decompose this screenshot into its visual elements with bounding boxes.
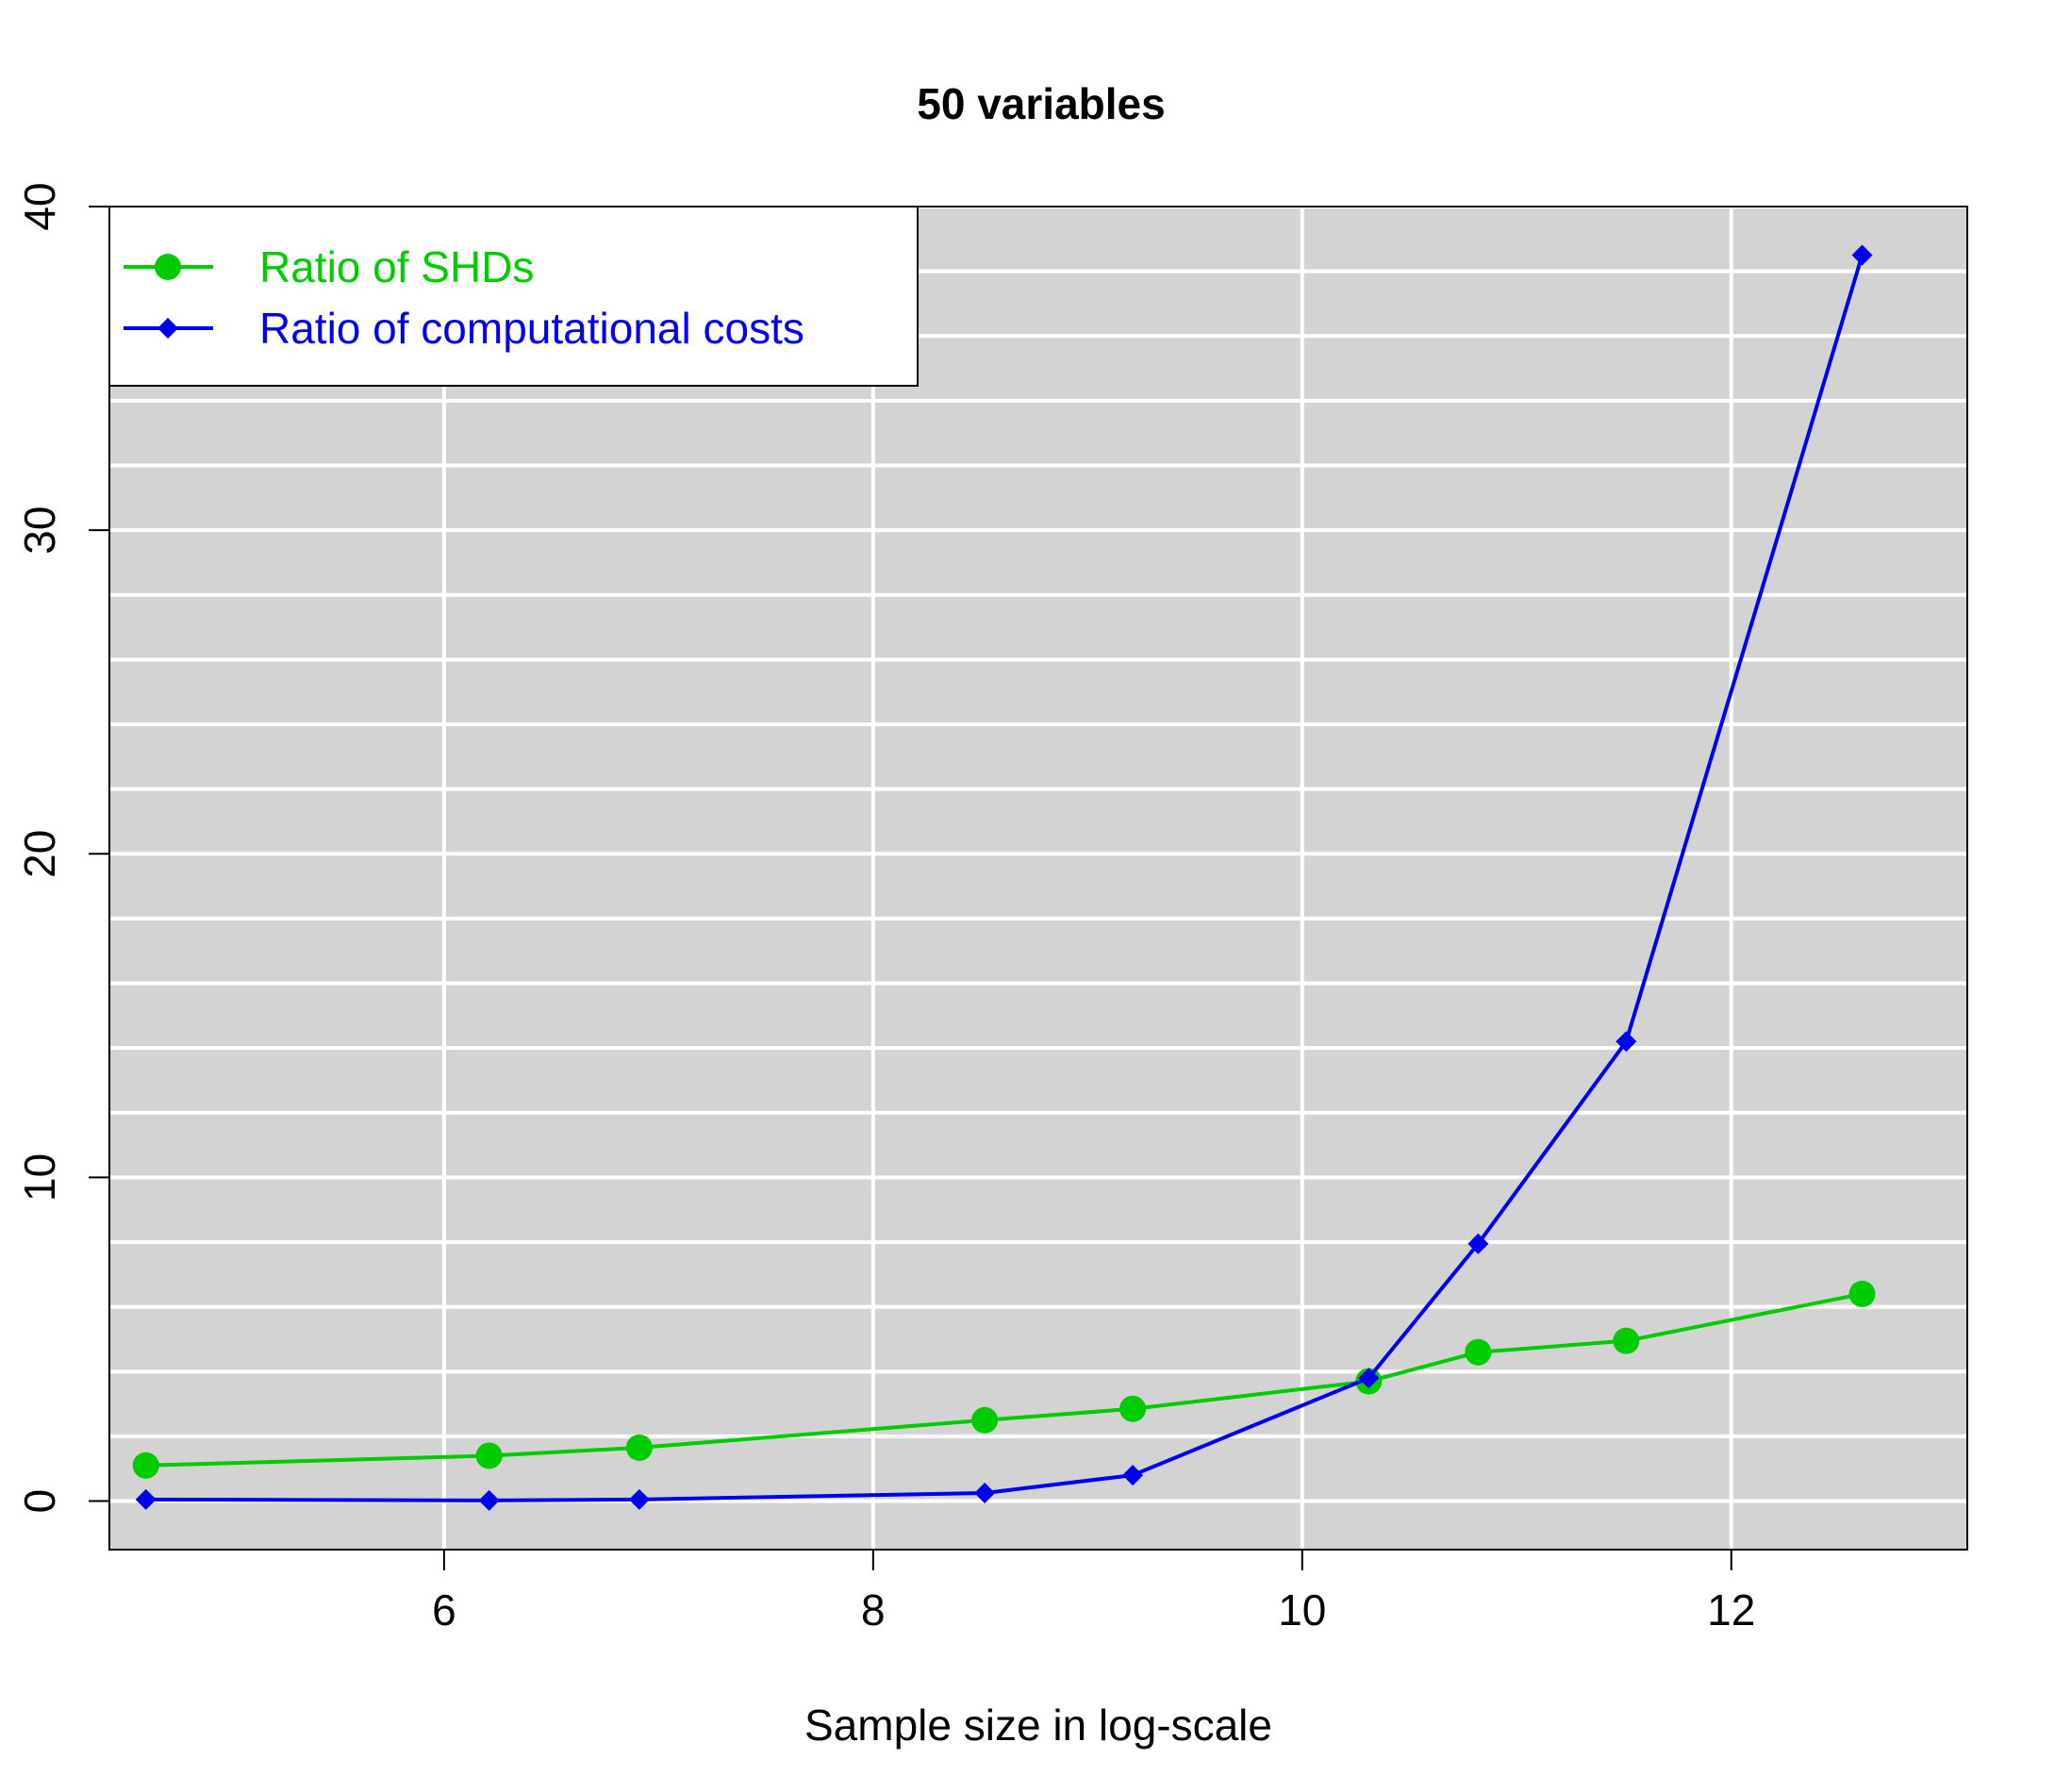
x-tick-label: 10 xyxy=(1278,1585,1326,1634)
x-tick-label: 6 xyxy=(432,1585,456,1634)
data-point xyxy=(135,1488,157,1510)
data-point xyxy=(1616,1031,1637,1053)
series-ratio-of-computational-costs xyxy=(135,244,1873,1511)
y-tick-label: 40 xyxy=(15,182,64,230)
series-layer xyxy=(132,244,1876,1511)
x-axis: 6 8 10 12 xyxy=(432,1549,1755,1634)
data-point xyxy=(478,1489,500,1511)
data-point xyxy=(1851,244,1873,266)
y-tick-label: 10 xyxy=(15,1153,64,1202)
data-point xyxy=(1465,1338,1492,1366)
chart-title: 50 variables xyxy=(917,79,1165,128)
data-point xyxy=(971,1406,999,1434)
legend-swatch-marker xyxy=(155,254,181,280)
data-point xyxy=(974,1482,996,1503)
data-point xyxy=(628,1488,650,1510)
legend-label: Ratio of SHDs xyxy=(259,242,534,291)
y-tick-label: 30 xyxy=(15,506,64,555)
data-point xyxy=(625,1434,653,1461)
plot-background xyxy=(109,207,1967,1550)
legend-items: Ratio of SHDs Ratio of computational cost… xyxy=(124,242,804,353)
legend-box xyxy=(108,206,919,387)
y-tick-label: 20 xyxy=(15,830,64,878)
legend-item: Ratio of SHDs xyxy=(124,242,534,291)
data-point xyxy=(1119,1395,1147,1422)
data-point xyxy=(1613,1327,1640,1354)
series-ratio-of-shds xyxy=(132,1280,1876,1479)
legend-label: Ratio of computational costs xyxy=(259,304,804,353)
x-tick-label: 12 xyxy=(1707,1585,1755,1634)
legend-item: Ratio of computational costs xyxy=(124,304,804,353)
x-axis-title: Sample size in log-scale xyxy=(804,1701,1272,1750)
data-point xyxy=(1848,1280,1876,1307)
y-tick-label: 0 xyxy=(15,1489,64,1514)
data-point xyxy=(1467,1233,1489,1254)
data-point xyxy=(475,1442,503,1469)
legend-swatch-marker xyxy=(157,318,178,339)
y-axis: 0 10 20 30 40 xyxy=(15,182,110,1514)
x-tick-label: 8 xyxy=(861,1585,886,1634)
legend: Ratio of SHDs Ratio of computational cost… xyxy=(108,206,919,387)
data-point xyxy=(132,1452,159,1479)
data-point xyxy=(1122,1465,1144,1486)
data-point xyxy=(1358,1368,1380,1389)
